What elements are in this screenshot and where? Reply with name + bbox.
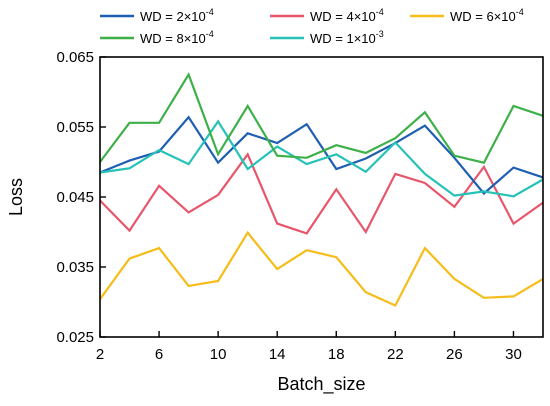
x-tick-label: 26 (446, 346, 463, 363)
legend-label-3: WD = 6×10-4 (450, 7, 524, 24)
series-line-3 (99, 230, 544, 307)
legend-label-2: WD = 4×10-4 (310, 7, 384, 24)
legend-label-exponent: -4 (516, 7, 524, 17)
legend-label-exponent: -3 (376, 29, 384, 39)
series-line-5 (99, 119, 544, 198)
legend-label-exponent: -4 (376, 7, 384, 17)
x-axis: 2 6 10 14 18 22 26 30 (96, 331, 522, 363)
x-tick-label: 6 (155, 346, 163, 363)
legend: WD = 2×10-4 WD = 4×10-4 WD = 6×10-4WD = 8×… (100, 7, 524, 46)
legend-label-base: WD = 2×10 (140, 9, 206, 24)
y-axis-title: Loss (6, 178, 26, 216)
legend-label-exponent: -4 (206, 7, 214, 17)
x-tick-label: 22 (387, 346, 404, 363)
y-tick-label: 0.035 (56, 259, 94, 276)
x-tick-label: 10 (210, 346, 227, 363)
y-tick-label: 0.025 (56, 329, 94, 346)
x-tick-label: 14 (269, 346, 286, 363)
x-tick-label: 30 (505, 346, 522, 363)
x-axis-title: Batch_size (277, 374, 365, 395)
series-layer (99, 71, 544, 307)
series-line-2 (99, 152, 544, 235)
y-tick-label: 0.055 (56, 119, 94, 136)
legend-label-base: WD = 4×10 (310, 9, 376, 24)
legend-label-base: WD = 6×10 (450, 9, 516, 24)
x-tick-label: 2 (96, 346, 104, 363)
legend-label-4: WD = 8×10-4 (140, 29, 214, 46)
x-tick-label: 18 (328, 346, 345, 363)
plot-frame (99, 56, 544, 338)
series-line-1 (99, 115, 544, 196)
y-tick-label: 0.065 (56, 49, 94, 66)
legend-label-exponent: -4 (206, 29, 214, 39)
y-tick-label: 0.045 (56, 189, 94, 206)
y-axis: 0.025 0.035 0.045 0.055 0.065 (56, 49, 106, 346)
legend-label-1: WD = 2×10-4 (140, 7, 214, 24)
legend-label-base: WD = 8×10 (140, 31, 206, 46)
series-line-4 (99, 71, 544, 164)
legend-label-5: WD = 1×10-3 (310, 29, 384, 46)
legend-label-base: WD = 1×10 (310, 31, 376, 46)
